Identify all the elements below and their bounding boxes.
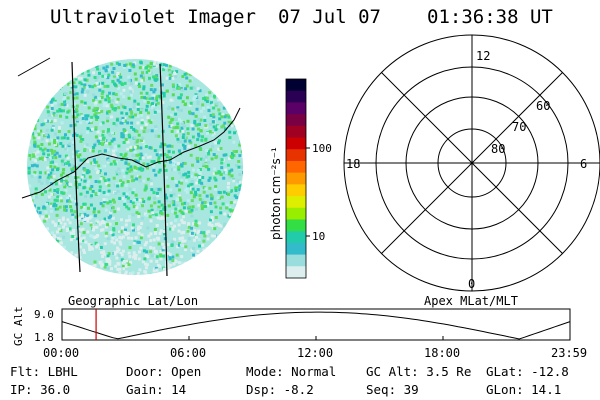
mlt-label-6: 6 — [580, 157, 587, 171]
info-gain: Gain: 14 — [126, 382, 187, 397]
colorbar-cell — [286, 102, 306, 115]
lat-label-60: 60 — [536, 99, 550, 113]
colorbar-cell — [286, 90, 306, 103]
alt-xtick-label: 23:59 — [551, 346, 587, 360]
colorbar-cell — [286, 266, 306, 279]
alt-xtick-label: 06:00 — [170, 346, 206, 360]
colorbar-cell — [286, 207, 306, 220]
limb-tick — [17, 57, 51, 77]
projection-label-apex: Apex MLat/MLT — [424, 294, 518, 308]
colorbar-cell — [286, 231, 306, 244]
mlt-label-0: 0 — [468, 277, 475, 291]
colorbar-cell — [286, 172, 306, 185]
colorbar-cell — [286, 242, 306, 256]
alt-xtick-label: 18:00 — [424, 346, 460, 360]
colorbar-cell — [286, 114, 306, 127]
colorbar-cell — [286, 137, 306, 150]
altitude-plot: 9.0 1.8 GC Alt 00:00 06:00 12:00 18:00 23:59 — [12, 306, 587, 360]
colorbar-cell — [286, 254, 306, 267]
info-gc-alt: GC Alt: 3.5 Re — [366, 364, 472, 379]
colorbar-cell — [286, 196, 306, 209]
colorbar-tick-10: 10 — [312, 230, 325, 243]
info-filter: Flt: LBHL — [10, 364, 78, 379]
date-label: 07 Jul 07 — [278, 6, 381, 28]
uv-image-disk — [17, 57, 243, 277]
info-ip: IP: 36.0 — [10, 382, 71, 397]
info-dsp: Dsp: -8.2 — [246, 382, 314, 397]
colorbar-cell — [286, 79, 306, 92]
polar-grid — [343, 34, 600, 292]
info-door: Door: Open — [126, 364, 202, 379]
meridian-line-1 — [71, 61, 81, 273]
colorbar-cell — [286, 184, 306, 197]
colorbar-cell — [286, 219, 306, 232]
colorbar: 100 10 photon cm⁻²s⁻¹ — [269, 78, 332, 279]
colorbar-cell — [286, 149, 306, 162]
lat-label-80: 80 — [491, 142, 505, 156]
mlt-label-18: 18 — [346, 157, 360, 171]
lat-label-70: 70 — [512, 120, 526, 134]
alt-xtick-label: 12:00 — [297, 346, 333, 360]
colorbar-unit-label: photon cm⁻²s⁻¹ — [269, 147, 283, 240]
altitude-curve — [61, 311, 571, 340]
time-label: 01:36:38 UT — [427, 6, 553, 28]
meridian-line-2 — [159, 63, 168, 277]
projection-label-geographic: Geographic Lat/Lon — [68, 294, 198, 308]
mlt-label-12: 12 — [476, 49, 490, 63]
alt-ytick-bottom: 1.8 — [34, 331, 54, 344]
alt-ylabel: GC Alt — [12, 306, 25, 346]
alt-xtick-label: 00:00 — [43, 346, 79, 360]
alt-ytick-top: 9.0 — [34, 308, 54, 321]
colorbar-cell — [286, 160, 306, 174]
info-seq: Seq: 39 — [366, 382, 419, 397]
app-title: Ultraviolet Imager — [50, 6, 256, 28]
colorbar-tick-100: 100 — [312, 142, 332, 155]
info-glon: GLon: 14.1 — [486, 382, 562, 397]
colorbar-cell — [286, 125, 306, 139]
info-mode: Mode: Normal — [246, 364, 337, 379]
info-glat: GLat: -12.8 — [486, 364, 569, 379]
terminator-line — [21, 107, 241, 199]
